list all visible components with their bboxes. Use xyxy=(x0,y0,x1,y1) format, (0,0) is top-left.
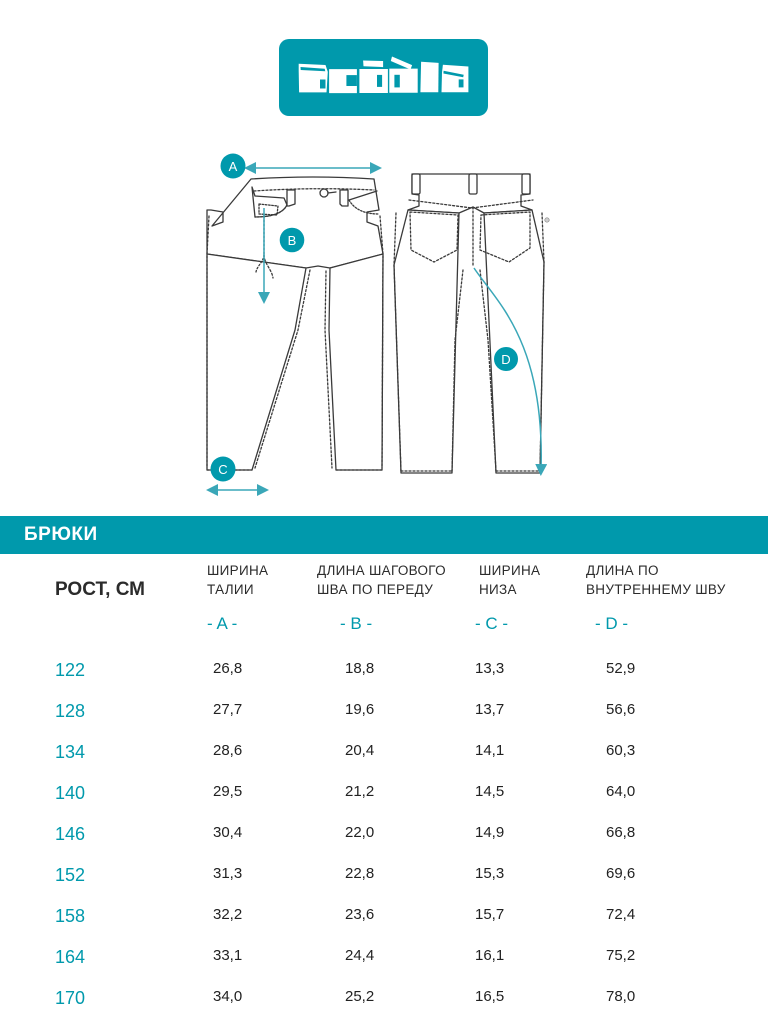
svg-text:D: D xyxy=(501,352,510,367)
svg-text:B: B xyxy=(288,233,297,248)
svg-text:C: C xyxy=(218,462,227,477)
svg-text:A: A xyxy=(229,159,238,174)
